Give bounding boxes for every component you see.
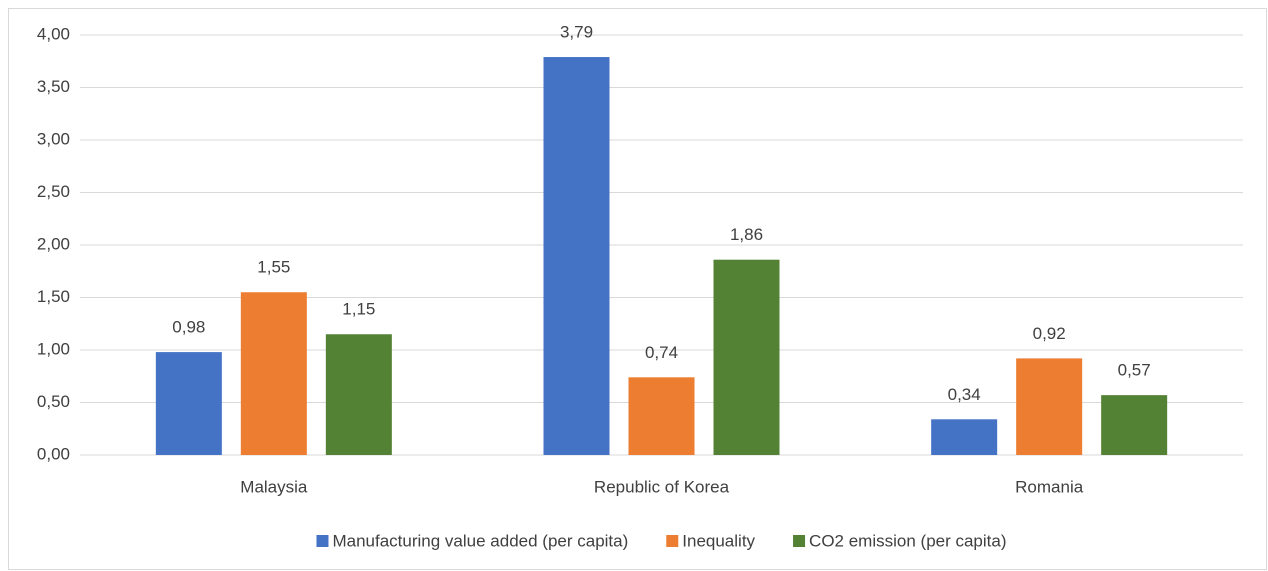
legend-label: Manufacturing value added (per capita) — [332, 531, 628, 550]
bar — [543, 57, 610, 456]
bar — [155, 352, 222, 455]
bar — [713, 259, 780, 455]
legend-swatch — [666, 535, 679, 547]
data-label: 3,79 — [560, 23, 593, 42]
y-tick-label: 1,50 — [37, 287, 70, 306]
data-label: 0,74 — [645, 343, 678, 362]
data-label: 1,55 — [257, 258, 290, 277]
chart-frame — [8, 8, 1267, 570]
y-tick-label: 2,00 — [37, 234, 70, 253]
y-tick-label: 4,00 — [37, 24, 70, 43]
data-label: 0,92 — [1033, 324, 1066, 343]
data-label: 0,34 — [948, 385, 981, 404]
y-tick-label: 2,50 — [37, 182, 70, 201]
bar — [1016, 358, 1083, 455]
y-tick-label: 0,00 — [37, 444, 70, 463]
bar — [931, 419, 998, 455]
bar — [628, 377, 695, 455]
legend-label: Inequality — [682, 531, 755, 550]
data-label: 0,57 — [1118, 361, 1151, 380]
y-tick-label: 1,00 — [37, 339, 70, 358]
bar — [1101, 395, 1168, 455]
data-label: 0,98 — [172, 318, 205, 337]
x-tick-label: Romania — [1015, 477, 1084, 496]
legend-swatch — [316, 535, 329, 547]
legend-label: CO2 emission (per capita) — [809, 531, 1006, 550]
bar — [240, 292, 307, 455]
data-label: 1,86 — [730, 225, 763, 244]
data-label: 1,15 — [342, 300, 375, 319]
bar — [325, 334, 392, 455]
x-tick-label: Republic of Korea — [594, 477, 730, 496]
y-tick-label: 0,50 — [37, 392, 70, 411]
y-tick-label: 3,50 — [37, 77, 70, 96]
legend-swatch — [793, 535, 806, 547]
x-tick-label: Malaysia — [240, 477, 308, 496]
y-tick-label: 3,00 — [37, 129, 70, 148]
